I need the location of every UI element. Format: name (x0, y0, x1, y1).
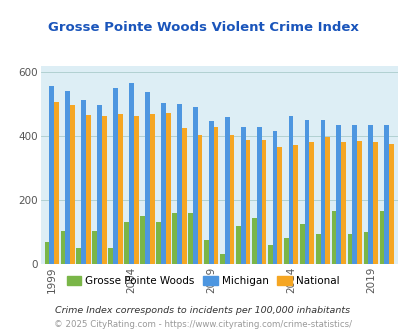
Bar (65, 91, 70, 264)
Bar (341, 142, 345, 264)
Bar (213, 127, 218, 264)
Bar (352, 125, 356, 264)
Bar (272, 131, 277, 264)
Bar (102, 116, 107, 264)
Bar (81, 101, 86, 264)
Bar (224, 117, 229, 264)
Bar (145, 92, 149, 264)
Bar (86, 115, 91, 264)
Text: Grosse Pointe Woods Violent Crime Index: Grosse Pointe Woods Violent Crime Index (47, 21, 358, 34)
Bar (379, 211, 384, 264)
Bar (388, 144, 393, 264)
Bar (108, 248, 113, 264)
Bar (70, 105, 75, 264)
Bar (181, 128, 186, 264)
Bar (156, 222, 161, 264)
Bar (188, 213, 192, 264)
Bar (161, 103, 165, 264)
Bar (204, 240, 208, 264)
Bar (356, 141, 361, 264)
Legend: Grosse Pointe Woods, Michigan, National: Grosse Pointe Woods, Michigan, National (62, 272, 343, 290)
Bar (149, 114, 154, 264)
Bar (277, 147, 281, 264)
Bar (113, 88, 118, 264)
Bar (97, 105, 102, 264)
Bar (252, 218, 256, 264)
Bar (235, 226, 240, 264)
Text: © 2025 CityRating.com - https://www.cityrating.com/crime-statistics/: © 2025 CityRating.com - https://www.city… (54, 319, 351, 329)
Bar (245, 140, 250, 264)
Bar (336, 125, 341, 264)
Bar (140, 216, 145, 264)
Bar (129, 82, 134, 264)
Bar (267, 245, 272, 264)
Bar (331, 211, 336, 264)
Bar (124, 221, 129, 264)
Bar (192, 107, 197, 264)
Bar (299, 224, 304, 264)
Bar (76, 248, 81, 264)
Bar (363, 232, 367, 264)
Bar (304, 120, 309, 264)
Bar (320, 120, 324, 264)
Bar (261, 140, 266, 264)
Bar (293, 145, 297, 264)
Bar (197, 135, 202, 264)
Bar (208, 121, 213, 264)
Bar (118, 114, 122, 264)
Bar (240, 127, 245, 264)
Bar (92, 231, 97, 264)
Bar (288, 115, 293, 264)
Bar (309, 142, 313, 264)
Bar (367, 125, 372, 264)
Bar (315, 234, 320, 264)
Bar (172, 213, 177, 264)
Bar (49, 86, 54, 264)
Bar (165, 113, 170, 264)
Bar (134, 116, 139, 264)
Bar (283, 239, 288, 264)
Bar (60, 231, 65, 264)
Bar (54, 102, 59, 264)
Bar (177, 104, 181, 264)
Bar (324, 137, 329, 264)
Bar (384, 125, 388, 264)
Bar (220, 254, 224, 264)
Bar (372, 142, 377, 264)
Bar (45, 242, 49, 264)
Text: Crime Index corresponds to incidents per 100,000 inhabitants: Crime Index corresponds to incidents per… (55, 306, 350, 315)
Bar (256, 127, 261, 264)
Bar (229, 135, 234, 264)
Bar (347, 234, 352, 264)
